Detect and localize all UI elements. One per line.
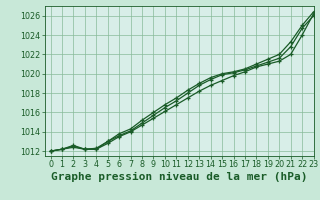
- X-axis label: Graphe pression niveau de la mer (hPa): Graphe pression niveau de la mer (hPa): [51, 172, 308, 182]
